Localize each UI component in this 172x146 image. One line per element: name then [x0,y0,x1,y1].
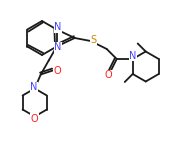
Text: O: O [105,70,112,80]
Text: O: O [31,113,39,124]
Text: N: N [129,51,136,61]
Text: O: O [54,66,62,75]
Text: N: N [30,82,37,93]
Text: N: N [54,22,61,33]
Text: N: N [54,42,61,53]
Text: S: S [91,35,97,45]
